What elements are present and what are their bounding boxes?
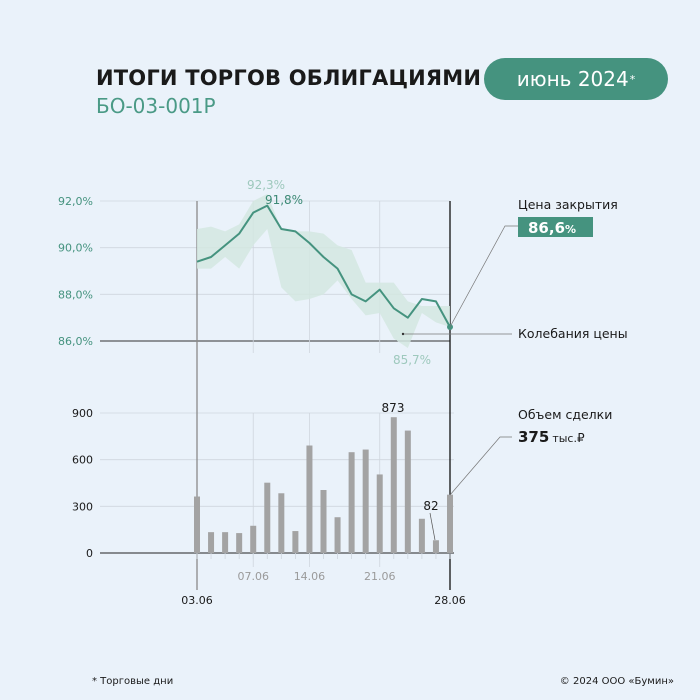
- volume-bar: [432, 540, 439, 553]
- volume-tick-label: 300: [72, 500, 93, 513]
- legend-range-label: Колебания цены: [518, 326, 628, 341]
- price-tick-label: 86,0%: [58, 335, 93, 348]
- volume-bar: [348, 452, 355, 553]
- volume-bar: [376, 474, 383, 553]
- legend-close-label: Цена закрытия: [518, 197, 618, 212]
- period-note-mark: *: [629, 72, 636, 86]
- legend-close-value-box: [518, 217, 593, 237]
- range-leader-dot: [401, 332, 405, 336]
- volume-bar: [390, 417, 397, 553]
- volume-bar: [250, 525, 257, 553]
- legend-volume-value: 375 тыс.₽: [518, 428, 585, 446]
- bond-code: БО-03-001Р: [96, 94, 216, 118]
- volume-bar: [278, 493, 285, 553]
- volume-bar: [418, 518, 425, 553]
- volume-bar: [222, 532, 229, 553]
- footnote: * Торговые дни: [92, 676, 174, 687]
- annotation-min-volume: 82: [423, 499, 438, 513]
- min-volume-leader: [429, 512, 436, 541]
- volume-bar: [306, 445, 313, 553]
- volume-bar: [208, 532, 215, 553]
- copyright: © 2024 ООО «Бумин»: [559, 676, 674, 687]
- volume-bar: [447, 494, 453, 553]
- price-tick-label: 88,0%: [58, 288, 93, 301]
- period-badge: июнь 2024 *: [484, 58, 668, 100]
- close-price-line: [196, 204, 451, 328]
- page-title: ИТОГИ ТОРГОВ ОБЛИГАЦИЯМИ: [96, 66, 482, 90]
- volume-bar: [292, 531, 299, 553]
- volume-bar: [194, 496, 200, 553]
- volume-tick-label: 600: [72, 454, 93, 467]
- volume-bar: [362, 449, 369, 553]
- annotation-max-close: 91,8%: [265, 193, 303, 207]
- volume-leader: [449, 436, 512, 496]
- period-label: июнь 2024: [516, 67, 629, 91]
- price-tick-label: 90,0%: [58, 242, 93, 255]
- volume-bar: [264, 482, 271, 553]
- volume-bar: [320, 490, 327, 553]
- price-tick-label: 92,0%: [58, 195, 93, 208]
- annotation-min-low: 85,7%: [393, 353, 431, 367]
- x-tick-label: 21.06: [364, 570, 396, 583]
- annotation-max-volume: 873: [382, 401, 405, 415]
- price-range-band: [197, 194, 450, 348]
- x-tick-label: 07.06: [237, 570, 269, 583]
- volume-tick-label: 900: [72, 407, 93, 420]
- volume-bar: [334, 517, 341, 553]
- volume-bar: [236, 533, 243, 553]
- x-tick-label: 03.06: [181, 594, 213, 607]
- x-tick-label: 28.06: [434, 594, 466, 607]
- legend-close-value: 86,6%: [528, 219, 576, 237]
- close-leader: [449, 225, 518, 328]
- legend-volume-label: Объем сделки: [518, 407, 612, 422]
- volume-tick-label: 0: [86, 547, 93, 560]
- volume-bar: [404, 430, 411, 553]
- x-tick-label: 14.06: [294, 570, 326, 583]
- annotation-max-high: 92,3%: [247, 178, 285, 192]
